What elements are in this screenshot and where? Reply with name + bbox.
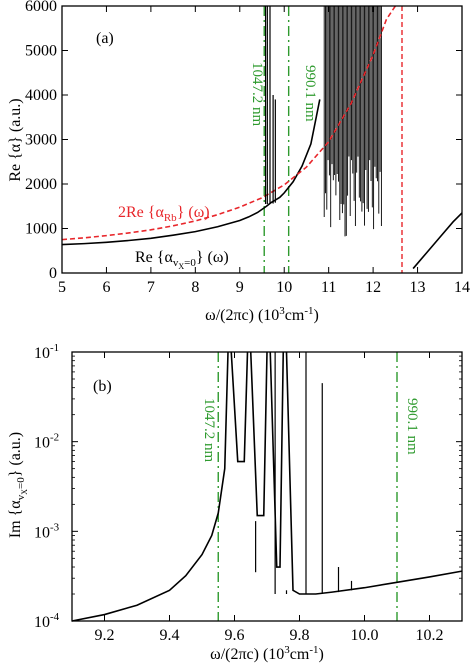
panel-b-ylabel-subsub: X [20, 489, 29, 495]
y-tick-label: 4000 [25, 87, 57, 104]
panel-b-ylabel-sub: v [15, 494, 27, 500]
legend-vx-subsub: X [178, 262, 184, 271]
panel-b-xlabel-tail-exp: -1 [309, 644, 318, 656]
y-tick-label: 6000 [25, 0, 57, 15]
x-tick-label: 8 [191, 279, 199, 296]
x-tick-label: 10.0 [351, 627, 379, 644]
series-line-1 [61, 5, 396, 241]
panel-a-frame [61, 5, 463, 274]
x-tick-label: 10 [276, 279, 292, 296]
y-tick-base: 10 [34, 435, 50, 452]
legend-vx-suffix: } (ω) [196, 249, 229, 266]
panel-a-xlabel-tail: cm [285, 307, 305, 324]
legend-vx-sub-tail: =0 [184, 257, 196, 269]
legend-rb: 2Re {αRb} (ω) [118, 204, 210, 224]
series-line-0 [71, 351, 229, 622]
y-tick-base: 10 [34, 614, 50, 631]
panel-a-plot-area [61, 5, 463, 273]
x-tick-label: 9.4 [160, 627, 180, 644]
panel-b-label: (b) [93, 378, 112, 395]
y-tick-exponent: -4 [50, 611, 60, 623]
panel-b-ylabel: Im {αvX=0} (a.u.) [7, 432, 29, 538]
series-line-1 [230, 351, 249, 463]
panel-a-xlabel-tail-exp: -1 [304, 305, 313, 317]
legend-rb-sub: Rb [164, 212, 177, 224]
panel-a-xlabel: ω/(2πc) (103cm-1) [205, 305, 319, 324]
y-tick-label: 10 [34, 614, 50, 631]
x-tick-label: 6 [102, 279, 110, 296]
panel-b-annotation-1047: 1047.2 nm [201, 398, 217, 463]
panel-b-ylabel-suffix: } (a.u.) [7, 432, 24, 477]
panel-b-annotation-990: 990.1 nm [404, 398, 420, 455]
x-tick-label: 9.6 [225, 627, 245, 644]
legend-vx: Re {αvX=0} (ω) [135, 249, 229, 271]
panel-b-xlabel-units: (10 [263, 646, 284, 663]
series-line-0 [61, 99, 321, 246]
legend-rb-suffix: } (ω) [177, 204, 210, 221]
panel-b-xlabel: ω/(2πc) (103cm-1) [210, 644, 324, 663]
y-tick-label: 5000 [25, 43, 57, 60]
y-tick-label: 10 [34, 345, 50, 362]
x-tick-label: 13 [410, 279, 426, 296]
series-line-2 [249, 351, 268, 517]
x-tick-label: 14 [454, 279, 470, 296]
panel-a-xlabel-exp: 3 [279, 305, 285, 317]
y-tick-label: 10 [34, 435, 50, 452]
panel-a-ticks: 5 6 7 8 9 10 11 12 13 14 0 1000 2000 3000 4000 5000 6000 [25, 0, 470, 296]
series-line-3 [269, 351, 285, 568]
legend-rb-prefix: 2Re {α [118, 204, 164, 221]
legend-vx-sub: v [173, 257, 179, 269]
x-tick-label: 5 [58, 279, 66, 296]
y-tick-label: 1000 [25, 221, 57, 238]
legend-vx-prefix: Re {α [135, 249, 173, 266]
panel-b-xlabel-main: ω/(2πc) [210, 646, 259, 663]
panel-a: 5 6 7 8 9 10 11 12 13 14 0 1000 2000 3000 4000 5000 6000… [7, 0, 470, 324]
panel-b-xlabel-tail: cm [290, 646, 310, 663]
panel-a-xlabel-main: ω/(2πc) [205, 307, 254, 324]
panel-a-annotation-990: 990.1 nm [302, 65, 318, 122]
panel-a-xlabel-close: ) [314, 307, 319, 324]
panel-b-ylabel-prefix: Im {α [7, 500, 24, 538]
y-tick-base: 10 [34, 345, 50, 362]
y-tick-exponent: -1 [50, 342, 59, 354]
panel-a-xlabel-units: (10 [258, 307, 279, 324]
panel-b-ylabel-sub-tail: =0 [15, 477, 27, 489]
series-line-4 [285, 351, 463, 595]
panel-b-frame [71, 351, 463, 622]
x-tick-label: 9 [236, 279, 244, 296]
y-tick-label: 3000 [25, 132, 57, 149]
y-tick-label: 2000 [25, 176, 57, 193]
x-tick-label: 11 [321, 279, 336, 296]
series-line-2 [412, 212, 463, 270]
x-tick-label: 10.2 [416, 627, 444, 644]
y-tick-exponent: -3 [50, 521, 60, 533]
x-tick-label: 9.2 [95, 627, 115, 644]
x-tick-label: 12 [365, 279, 381, 296]
y-tick-exponent: -2 [50, 432, 59, 444]
x-tick-label: 9.8 [290, 627, 310, 644]
panel-b-xlabel-close: ) [319, 646, 324, 663]
panel-b: 9.2 9.4 9.6 9.8 10.0 10.210-410-310-210-1 (b)… [7, 342, 463, 663]
panel-b-plot-area [71, 351, 463, 622]
y-tick-label: 0 [49, 265, 57, 282]
panel-b-xlabel-exp: 3 [284, 644, 290, 656]
x-tick-label: 7 [147, 279, 155, 296]
panel-a-annotation-1047: 1047.2 nm [249, 62, 265, 127]
y-tick-base: 10 [34, 524, 50, 541]
panel-a-ylabel: Re {α} (a.u.) [7, 98, 24, 181]
panel-a-label: (a) [96, 30, 114, 47]
y-tick-label: 10 [34, 524, 50, 541]
